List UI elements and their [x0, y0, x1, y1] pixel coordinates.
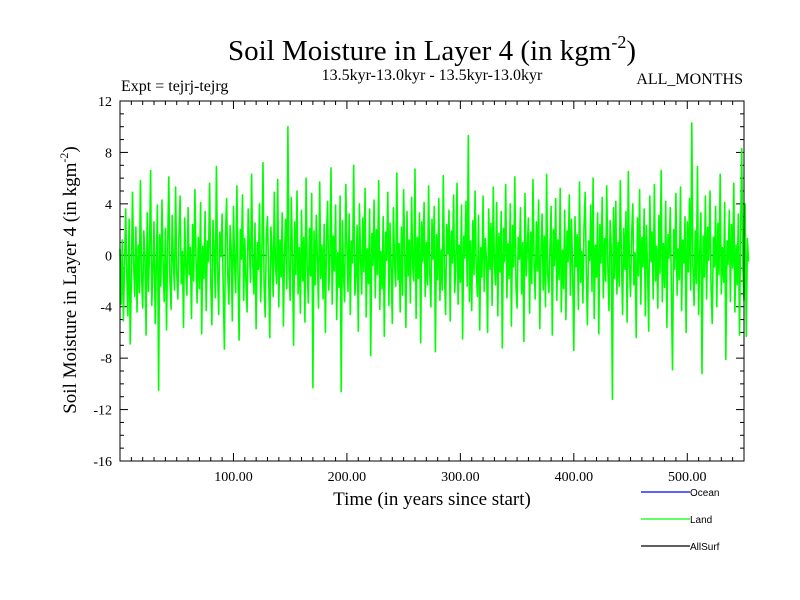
x-tick-label: 100.00	[214, 470, 253, 485]
y-tick-label: -16	[93, 455, 112, 470]
x-axis-label: Time (in years since start)	[333, 489, 531, 510]
y-tick-label: 4	[105, 198, 112, 213]
x-tick-label: 500.00	[668, 470, 707, 485]
period-label: 13.5kyr-13.0kyr - 13.5kyr-13.0kyr	[322, 67, 543, 84]
x-axis-ticks: 100.00 200.00 300.00 400.00 500.00	[130, 101, 734, 485]
chart-title: Soil Moisture in Layer 4 (in kgm-2)	[228, 32, 636, 67]
x-tick-label: 300.00	[441, 470, 480, 485]
y-tick-label: 0	[105, 249, 112, 264]
x-tick-label: 400.00	[555, 470, 594, 485]
legend: Ocean Land AllSurf	[641, 488, 720, 553]
experiment-label: Expt = tejrj-tejrg	[121, 78, 228, 95]
plot-frame	[119, 100, 745, 462]
x-tick-label: 200.00	[328, 470, 367, 485]
land-series-line	[119, 122, 750, 401]
legend-label-land: Land	[690, 515, 712, 526]
y-tick-label: 8	[105, 146, 112, 161]
y-tick-label: 12	[98, 95, 112, 110]
y-tick-label: -12	[93, 404, 112, 419]
legend-label-allsurf: AllSurf	[690, 542, 720, 553]
months-label: ALL_MONTHS	[636, 71, 743, 88]
y-tick-label: -8	[100, 352, 112, 367]
legend-label-ocean: Ocean	[690, 488, 719, 499]
y-tick-label: -4	[100, 301, 112, 316]
y-axis-label: Soil Moisture in Layer 4 (in kgm-2)	[57, 146, 81, 414]
